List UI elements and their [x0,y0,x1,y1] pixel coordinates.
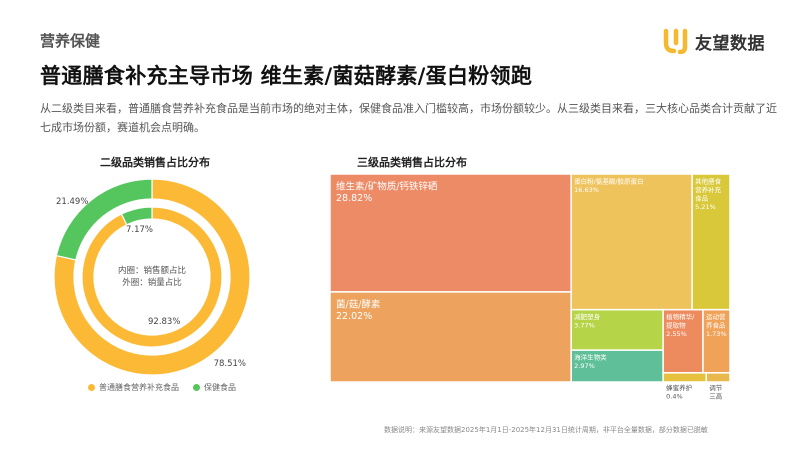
treemap-label-6: 提取物 [666,321,686,330]
legend-label-general: 普通膳食营养补充食品 [99,383,179,392]
treemap-label-3: 食品 [695,194,708,203]
treemap-cell-8 [662,372,708,383]
treemap-cell-0 [330,174,572,293]
legend-item-health: 保健食品 [193,382,236,393]
treemap-value-2: 16.63% [574,186,599,194]
treemap-label-7: 养食品 [706,321,726,330]
treemap-label-3: 营养补充 [695,185,722,194]
treemap-cell-6 [662,308,704,374]
treemap-label-5: 海洋生物类 [574,353,607,362]
donut-legend: 普通膳食营养补充食品 保健食品 [88,382,250,393]
treemap-value-8: 0.4% [666,393,683,401]
treemap-label-9: 调节 [709,383,723,392]
donut-outer-slice-health [55,178,153,261]
donut-center-text-0: 内圈：销售额占比 [118,265,186,276]
treemap-title: 三级品类销售占比分布 [357,156,467,169]
donut-inner-label-general: 92.83% [148,317,180,327]
legend-item-general: 普通膳食营养补充食品 [88,382,179,393]
treemap-label-4: 减肥塑身 [574,312,601,321]
brand-name: 友望数据 [695,33,765,54]
treemap-value-7: 1.73% [706,330,727,338]
brand-logo: 友望数据 [663,28,765,54]
donut-inner-slice-health [120,206,153,226]
category-label: 营养保健 [40,32,101,50]
legend-label-health: 保健食品 [204,383,236,392]
treemap-cell-1 [330,291,572,383]
legend-swatch-health [193,384,200,391]
donut-inner-slice-general [81,206,223,348]
treemap-label-1: 菌/菇/酵素 [336,298,381,310]
donut-outer-label-general: 78.51% [214,359,246,369]
treemap-label-7: 运动营 [706,312,726,321]
treemap-value-6: 2.55% [666,330,687,338]
donut-chart-title: 二级品类销售占比分布 [100,156,210,169]
treemap-value-5: 2.97% [574,362,595,370]
treemap-label-9: 三高 [709,392,723,401]
donut-inner-label-health: 7.17% [126,225,153,235]
page-title: 普通膳食补充主导市场 维生素/菌菇酵素/蛋白粉领跑 [40,64,533,88]
treemap-label-0: 维生素/矿物质/钙铁锌硒 [336,181,438,193]
treemap-label-2: 蛋白粉/氨基酸/胶原蛋白 [574,177,643,186]
donut-outer-label-health: 21.49% [56,197,88,207]
treemap-value-3: 5.21% [695,203,716,211]
brand-logo-icon [663,28,688,54]
donut-outer-slice-general [53,178,251,375]
treemap-cell-2 [570,174,693,311]
treemap-cell-4 [570,308,664,351]
legend-swatch-general [88,384,95,391]
treemap-label-3: 其他膳食 [695,177,722,186]
treemap-value-1: 22.02% [336,311,372,322]
summary-text: 从二级类目来看，普通膳食营养补充食品是当前市场的绝对主体，保健食品准入门槛较高，… [40,102,777,134]
treemap-cell-7 [702,308,730,374]
treemap-cell-9 [705,372,730,383]
data-footnote: 数据说明：来源友望数据2025年1月1日-2025年12月31日统计周期，非平台… [384,426,708,434]
treemap-value-0: 28.82% [336,193,372,204]
treemap-value-9: 0.22% [709,401,730,402]
treemap-label-8: 蜂蜜养护 [666,383,692,392]
treemap-label-6: 植物精华/ [666,312,695,321]
treemap-value-4: 3.77% [574,322,595,330]
donut-center-text-1: 外圈：销量占比 [122,277,182,288]
